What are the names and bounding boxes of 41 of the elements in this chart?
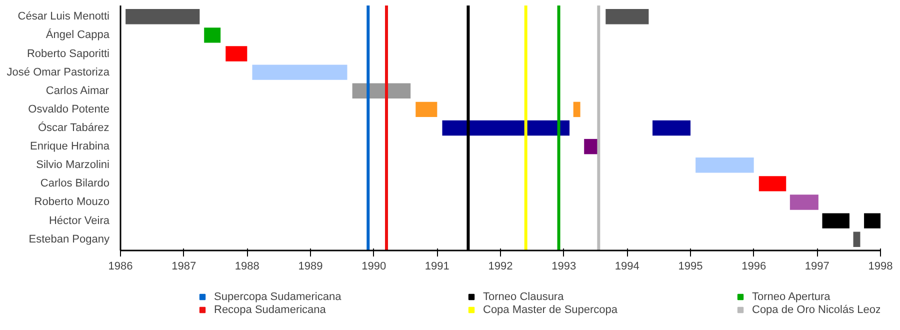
y-tick-label: Roberto Saporitti	[26, 48, 110, 60]
bar	[696, 158, 754, 173]
legend-label: Torneo Apertura	[752, 290, 832, 303]
y-tick-label: César Luis Menotti	[18, 10, 110, 23]
legend-label: Recopa Sudamericana	[214, 303, 327, 316]
legend-label: Torneo Clausura	[483, 290, 565, 303]
x-tick-label: 1989	[298, 260, 323, 272]
y-tick-label: Héctor Veira	[48, 214, 110, 227]
bar	[652, 120, 690, 136]
y-tick-label: Carlos Aimar	[46, 84, 110, 97]
x-tick-label: 1990	[362, 260, 386, 272]
bar	[204, 28, 221, 43]
x-tick-label: 1988	[234, 260, 260, 272]
legend-label: Copa Master de Supercopa	[483, 303, 619, 316]
x-tick-label: 1996	[742, 260, 766, 272]
y-tick-label: Roberto Mouzo	[34, 196, 110, 208]
bar	[252, 64, 348, 80]
x-tick-label: 1993	[552, 260, 576, 272]
bar	[864, 213, 880, 228]
y-tick-label: Osvaldo Potente	[28, 103, 110, 116]
bar	[758, 176, 786, 192]
x-tick-label: 1992	[488, 260, 513, 272]
y-tick-label: Óscar Tabárez	[38, 121, 110, 134]
y-tick-label: Ángel Cappa	[46, 28, 110, 42]
y-tick-label: Enrique Hrabina	[30, 140, 110, 153]
bar	[790, 194, 818, 210]
y-tick-label: Silvio Marzolini	[36, 159, 110, 172]
bar	[573, 102, 580, 118]
y-tick-label: Carlos Bilardo	[40, 178, 110, 190]
x-tick-label: 1991	[424, 260, 450, 272]
y-tick-label: José Omar Pastoriza	[6, 66, 110, 78]
x-tick-label: 1994	[614, 260, 640, 272]
x-tick-label: 1987	[172, 260, 196, 272]
y-tick-label: Esteban Pogany	[28, 233, 110, 246]
x-tick-label: 1986	[108, 260, 133, 272]
x-tick-label: 1997	[804, 260, 830, 272]
bar	[226, 46, 248, 62]
x-tick-label: 1995	[678, 260, 703, 272]
x-tick-label: 1998	[868, 260, 893, 272]
bar	[584, 138, 598, 154]
legend-label: Supercopa Sudamericana	[214, 290, 342, 303]
